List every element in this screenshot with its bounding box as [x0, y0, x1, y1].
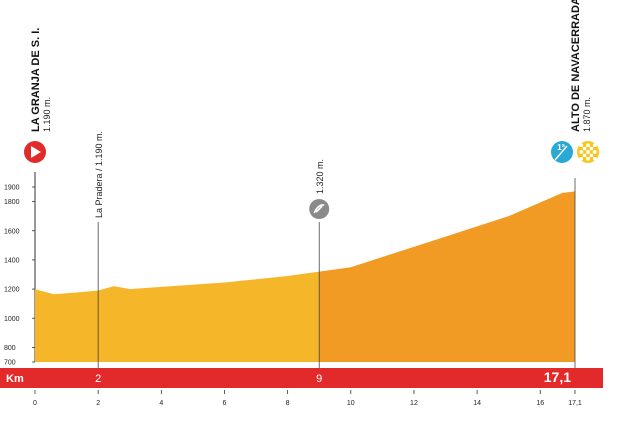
x-tick-label: 14: [473, 400, 481, 407]
sprint-glyph: [313, 204, 325, 214]
x-tick-label: 10: [347, 400, 355, 407]
bar-km-label: 17,1: [544, 369, 571, 385]
checker-square: [593, 157, 597, 161]
checker-square: [579, 157, 583, 161]
x-tick-label: 16: [536, 400, 544, 407]
y-tick-label: 1000: [4, 316, 20, 323]
checker-square: [586, 157, 590, 161]
checker-square: [582, 146, 587, 151]
finish-label-group: ALTO DE NAVACERRADA 1.870 m.: [570, 0, 592, 132]
profile-segment-1: [35, 271, 320, 362]
bar-km-label: 9: [316, 373, 322, 385]
profile-segment-2: [319, 191, 575, 362]
climb-category-icon: 1ª: [551, 141, 573, 163]
start-altitude: 1.190 m.: [42, 97, 52, 132]
finish-altitude: 1.870 m.: [582, 97, 592, 132]
checker-square: [579, 150, 583, 154]
y-tick-label: 1800: [4, 199, 20, 206]
start-label-group: LA GRANJA DE S. I. 1.190 m.: [30, 28, 52, 132]
bar-km-label: 2: [95, 373, 101, 385]
y-tick-label: 1200: [4, 287, 20, 294]
checker-square: [589, 153, 594, 158]
checker-square: [579, 143, 583, 147]
x-tick-label: 2: [96, 400, 100, 407]
x-tick-label: 12: [410, 400, 418, 407]
start-icon: [24, 141, 46, 163]
y-tick-label: 700: [4, 360, 16, 367]
y-tick-label: 1400: [4, 257, 20, 264]
checker-square: [586, 150, 590, 154]
x-tick-label: 8: [286, 400, 290, 407]
x-tick-label: 4: [159, 400, 163, 407]
start-name: LA GRANJA DE S. I.: [30, 28, 42, 132]
x-tick-label: 6: [223, 400, 227, 407]
climb-glyph: [554, 145, 568, 161]
marker-2-label-group: 1.320 m.: [315, 159, 325, 194]
x-tick-label: 0: [33, 400, 37, 407]
checker-square: [582, 153, 587, 158]
start-arrow: [31, 146, 41, 158]
distance-unit-label: Km: [6, 373, 24, 385]
y-tick-label: 1600: [4, 228, 20, 235]
checker-square: [586, 143, 590, 147]
marker-1-label: La Pradera / 1.190 m.: [94, 131, 104, 218]
checker-square: [593, 150, 597, 154]
distance-bar: [0, 368, 603, 388]
y-tick-label: 1900: [4, 185, 20, 192]
sprint-icon: [309, 199, 330, 219]
finish-name: ALTO DE NAVACERRADA: [570, 0, 582, 132]
marker-1-label-group: La Pradera / 1.190 m.: [94, 131, 104, 218]
checker-square: [593, 143, 597, 147]
climb-category-label: 1ª: [557, 143, 564, 152]
finish-flag-icon: [577, 141, 599, 163]
y-tick-label: 800: [4, 345, 16, 352]
checker-square: [589, 146, 594, 151]
x-tick-label: 17,1: [568, 400, 582, 407]
marker-2-label: 1.320 m.: [315, 159, 325, 194]
